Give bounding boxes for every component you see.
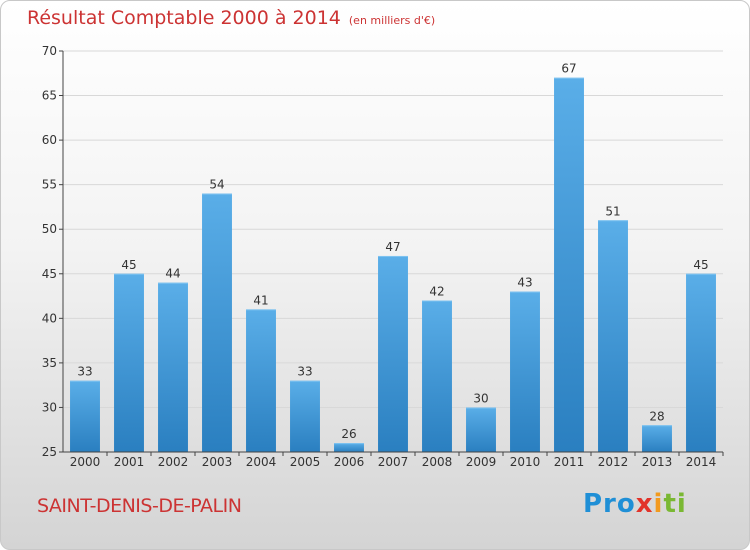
y-tick-label: 40 [42,311,57,325]
bars [70,77,716,453]
x-tick-label: 2011 [554,455,585,469]
x-tick-label: 2003 [202,455,233,469]
logo-part: Pro [583,489,636,519]
title-text: Résultat Comptable 2000 à 2014 [27,7,341,29]
bar-2003 [202,193,232,453]
x-tick-label: 2014 [686,455,717,469]
x-tick-label: 2008 [422,455,453,469]
y-tick-label: 50 [42,222,57,236]
x-tick-label: 2006 [334,455,365,469]
x-tick-label: 2009 [466,455,497,469]
y-tick-label: 25 [42,445,57,459]
data-label: 67 [561,62,576,76]
x-tick-label: 2002 [158,455,189,469]
logo-part: i [653,489,664,519]
bar-2014 [686,273,716,452]
bar-2010 [510,291,540,452]
data-label: 41 [253,293,268,307]
data-label: 45 [693,258,708,272]
bar-2004 [246,309,276,452]
data-label: 30 [473,391,488,405]
x-tick-label: 2005 [290,455,321,469]
data-label: 28 [649,409,664,423]
chart-title: Résultat Comptable 2000 à 2014 (en millie… [27,7,435,29]
bar-2008 [422,300,452,452]
bar-2006 [334,443,364,452]
bar-2002 [158,282,188,452]
x-tick-label: 2001 [114,455,145,469]
y-tick-label: 55 [42,178,57,192]
y-tick-label: 70 [42,44,57,58]
bar-2011 [554,77,584,452]
y-tick-label: 45 [42,267,57,281]
proxiti-logo: Proxiti [583,489,687,519]
data-label: 43 [517,276,532,290]
data-label: 54 [209,178,224,192]
bar-2013 [642,425,672,452]
bar-2007 [378,255,408,452]
data-label: 44 [165,267,180,281]
x-tick-label: 2010 [510,455,541,469]
data-label: 47 [385,240,400,254]
commune-name: SAINT-DENIS-DE-PALIN [37,495,242,517]
y-tick-label: 30 [42,400,57,414]
data-label: 33 [77,365,92,379]
bar-2012 [598,220,628,452]
data-label: 45 [121,258,136,272]
bar-2005 [290,380,320,452]
bar-2009 [466,407,496,452]
x-tick-label: 2004 [246,455,277,469]
bar-2001 [114,273,144,452]
x-tick-label: 2012 [598,455,629,469]
data-label: 26 [341,427,356,441]
x-tick-label: 2007 [378,455,409,469]
data-label: 42 [429,285,444,299]
title-unit: (en milliers d'€) [348,14,436,27]
logo-part: x [635,489,654,519]
x-tick-label: 2000 [70,455,101,469]
bar-2000 [70,380,100,452]
data-label: 51 [605,204,620,218]
data-label: 33 [297,365,312,379]
y-tick-label: 35 [42,356,57,370]
x-tick-label: 2013 [642,455,673,469]
y-tick-label: 60 [42,133,57,147]
data-labels: 33 45 44 54 41 33 26 47 42 30 43 67 51 28 45 [77,62,708,441]
axes: 25 30 35 40 45 50 55 60 65 70 2000 2001 2002 2003 2004… [42,44,724,469]
y-tick-label: 65 [42,89,57,103]
logo-part: ti [663,489,687,519]
